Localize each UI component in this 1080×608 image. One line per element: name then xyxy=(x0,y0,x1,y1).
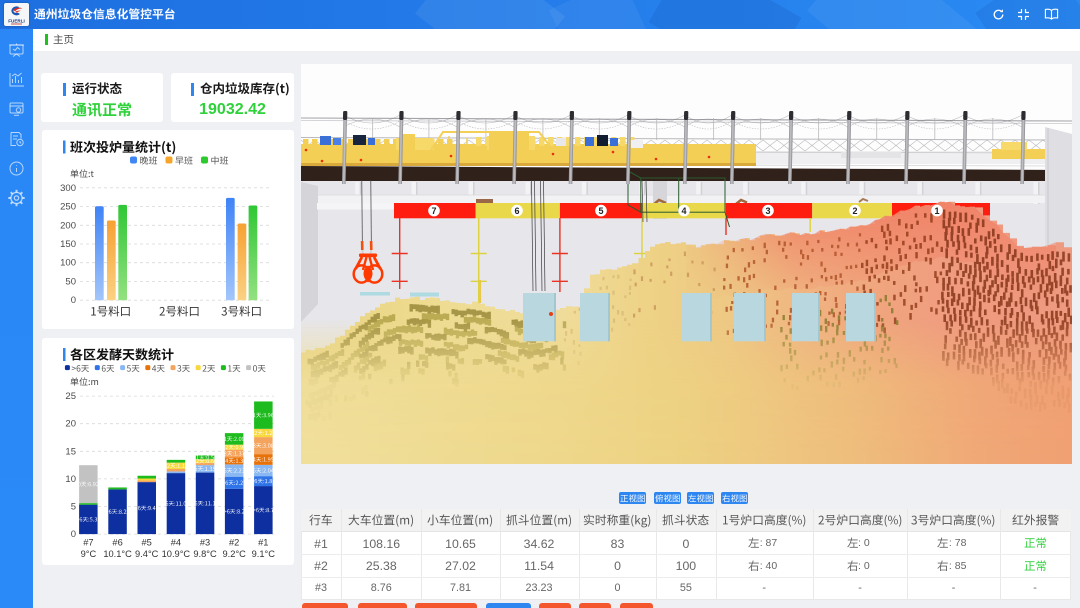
svg-text:9.4°C: 9.4°C xyxy=(135,549,159,559)
svg-text:9.8°C: 9.8°C xyxy=(193,549,217,559)
svg-text:100: 100 xyxy=(60,258,76,269)
svg-text:#6: #6 xyxy=(112,537,122,547)
svg-text:6: 6 xyxy=(514,206,519,216)
svg-text:25: 25 xyxy=(65,391,76,402)
svg-text:10.1°C: 10.1°C xyxy=(103,549,132,559)
svg-text:#3: #3 xyxy=(200,537,210,547)
svg-text:9°C: 9°C xyxy=(81,549,97,559)
svg-text:#2: #2 xyxy=(229,537,239,547)
svg-text:20: 20 xyxy=(65,418,76,429)
svg-text:9.1°C: 9.1°C xyxy=(252,549,276,559)
svg-text:200: 200 xyxy=(60,220,76,231)
svg-text:3: 3 xyxy=(765,206,770,216)
svg-text:150: 150 xyxy=(60,239,76,250)
svg-text:10: 10 xyxy=(65,473,76,484)
svg-text:10.9°C: 10.9°C xyxy=(162,549,191,559)
svg-text:15: 15 xyxy=(65,446,76,457)
svg-text:5: 5 xyxy=(598,206,603,216)
svg-text:#7: #7 xyxy=(83,537,93,547)
svg-text:FUERLI: FUERLI xyxy=(8,19,25,24)
svg-text:0: 0 xyxy=(71,295,76,306)
svg-text:7: 7 xyxy=(431,206,436,216)
svg-text:#5: #5 xyxy=(142,537,152,547)
svg-text:0: 0 xyxy=(71,529,76,540)
svg-text:#1: #1 xyxy=(258,537,268,547)
svg-text:#4: #4 xyxy=(171,537,181,547)
svg-text:1: 1 xyxy=(934,206,939,216)
svg-text:5: 5 xyxy=(71,501,76,512)
svg-text:9.2°C: 9.2°C xyxy=(223,549,247,559)
svg-text:2: 2 xyxy=(852,206,857,216)
svg-text:300: 300 xyxy=(60,183,76,194)
svg-text:50: 50 xyxy=(65,277,76,288)
svg-text:250: 250 xyxy=(60,202,76,213)
svg-text:4: 4 xyxy=(681,206,686,216)
